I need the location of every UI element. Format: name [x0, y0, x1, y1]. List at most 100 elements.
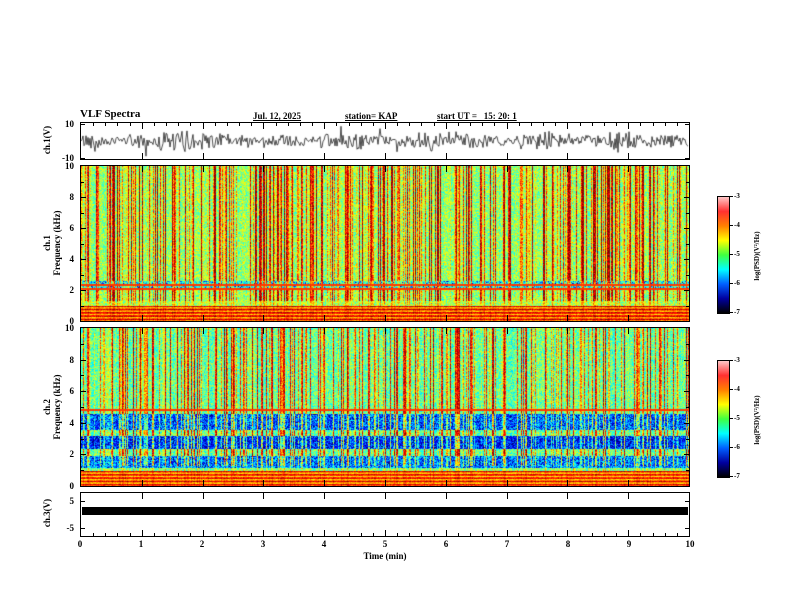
colorbar-tick-label: -7 — [734, 308, 740, 316]
x-minor-tick — [604, 533, 605, 536]
x-major-tick — [507, 480, 508, 486]
freq-tick — [81, 454, 86, 455]
header-station: station= KAP — [345, 111, 398, 121]
freq-tick — [686, 213, 689, 214]
x-minor-tick — [154, 123, 155, 126]
x-major-tick — [567, 123, 568, 129]
x-minor-tick — [300, 533, 301, 536]
y-tick — [685, 158, 689, 159]
x-minor-tick — [190, 533, 191, 536]
x-tick-label: 3 — [260, 539, 266, 549]
x-minor-tick — [166, 123, 167, 126]
freq-tick — [686, 275, 689, 276]
freq-tick — [686, 344, 689, 345]
ch3-saturated-trace — [82, 507, 688, 515]
x-tick-label: 0 — [77, 539, 83, 549]
ch2-spectrogram-panel — [80, 327, 690, 487]
freq-tick — [686, 407, 689, 408]
x-minor-tick — [166, 533, 167, 536]
x-minor-tick — [409, 533, 410, 536]
x-minor-tick — [239, 123, 240, 126]
colorbar-ch2 — [717, 360, 730, 478]
x-minor-tick — [397, 123, 398, 126]
x-major-tick — [567, 166, 568, 172]
x-minor-tick — [288, 533, 289, 536]
y-tick — [685, 501, 689, 502]
x-minor-tick — [276, 533, 277, 536]
x-major-tick — [263, 123, 264, 129]
x-minor-tick — [434, 533, 435, 536]
x-minor-tick — [397, 533, 398, 536]
freq-tick-label: 4 — [69, 254, 75, 264]
freq-tick — [686, 470, 689, 471]
freq-tick — [81, 407, 84, 408]
freq-tick-label: 0 — [69, 481, 75, 491]
x-major-tick — [324, 530, 325, 536]
colorbar-tick — [730, 312, 733, 313]
x-minor-tick — [555, 533, 556, 536]
x-minor-tick — [361, 123, 362, 126]
x-major-tick — [567, 315, 568, 321]
x-minor-tick — [653, 533, 654, 536]
x-tick-label: 4 — [321, 539, 327, 549]
ch3-waveform-panel — [80, 492, 690, 537]
freq-tick — [81, 213, 84, 214]
freq-tick — [684, 423, 689, 424]
freq-tick — [81, 290, 86, 291]
x-minor-tick — [555, 123, 556, 126]
freq-tick — [81, 275, 84, 276]
x-minor-tick — [105, 533, 106, 536]
x-major-tick — [324, 123, 325, 129]
x-minor-tick — [300, 123, 301, 126]
x-minor-tick — [312, 123, 313, 126]
x-major-tick — [385, 328, 386, 334]
freq-tick-label: 6 — [69, 223, 75, 233]
colorbar-tick — [730, 254, 733, 255]
x-major-tick — [142, 530, 143, 536]
x-minor-tick — [276, 123, 277, 126]
y-tick — [685, 528, 689, 529]
x-minor-tick — [215, 123, 216, 126]
freq-tick-label: 10 — [65, 161, 74, 171]
x-major-tick — [263, 530, 264, 536]
colorbar-tick-label: -4 — [734, 221, 740, 229]
freq-tick — [686, 439, 689, 440]
x-minor-tick — [130, 123, 131, 126]
x-major-tick — [446, 153, 447, 159]
x-minor-tick — [336, 533, 337, 536]
x-major-tick — [203, 166, 204, 172]
header-start-ut: start UT = 15: 20: 1 — [437, 111, 517, 121]
colorbar-tick — [730, 476, 733, 477]
x-minor-tick — [640, 123, 641, 126]
x-major-tick — [567, 328, 568, 334]
x-minor-tick — [154, 533, 155, 536]
x-major-tick — [142, 123, 143, 129]
colorbar-tick-label: -5 — [734, 250, 740, 258]
x-minor-tick — [519, 533, 520, 536]
x-minor-tick — [470, 533, 471, 536]
x-major-tick — [385, 480, 386, 486]
colorbar-tick-label: -5 — [734, 414, 740, 422]
freq-tick — [686, 375, 689, 376]
x-tick-label: 8 — [565, 539, 571, 549]
x-minor-tick — [349, 533, 350, 536]
y-tick — [81, 501, 85, 502]
x-minor-tick — [604, 123, 605, 126]
x-minor-tick — [421, 533, 422, 536]
colorbar-tick — [730, 447, 733, 448]
x-minor-tick — [215, 533, 216, 536]
x-major-tick — [385, 153, 386, 159]
x-major-tick — [203, 123, 204, 129]
x-minor-tick — [373, 533, 374, 536]
x-major-tick — [567, 153, 568, 159]
x-major-tick — [142, 328, 143, 334]
x-minor-tick — [470, 123, 471, 126]
freq-tick — [81, 439, 84, 440]
x-minor-tick — [227, 533, 228, 536]
freq-tick — [684, 290, 689, 291]
x-minor-tick — [178, 533, 179, 536]
x-minor-tick — [665, 123, 666, 126]
x-minor-tick — [288, 123, 289, 126]
x-minor-tick — [93, 123, 94, 126]
x-major-tick — [567, 493, 568, 499]
